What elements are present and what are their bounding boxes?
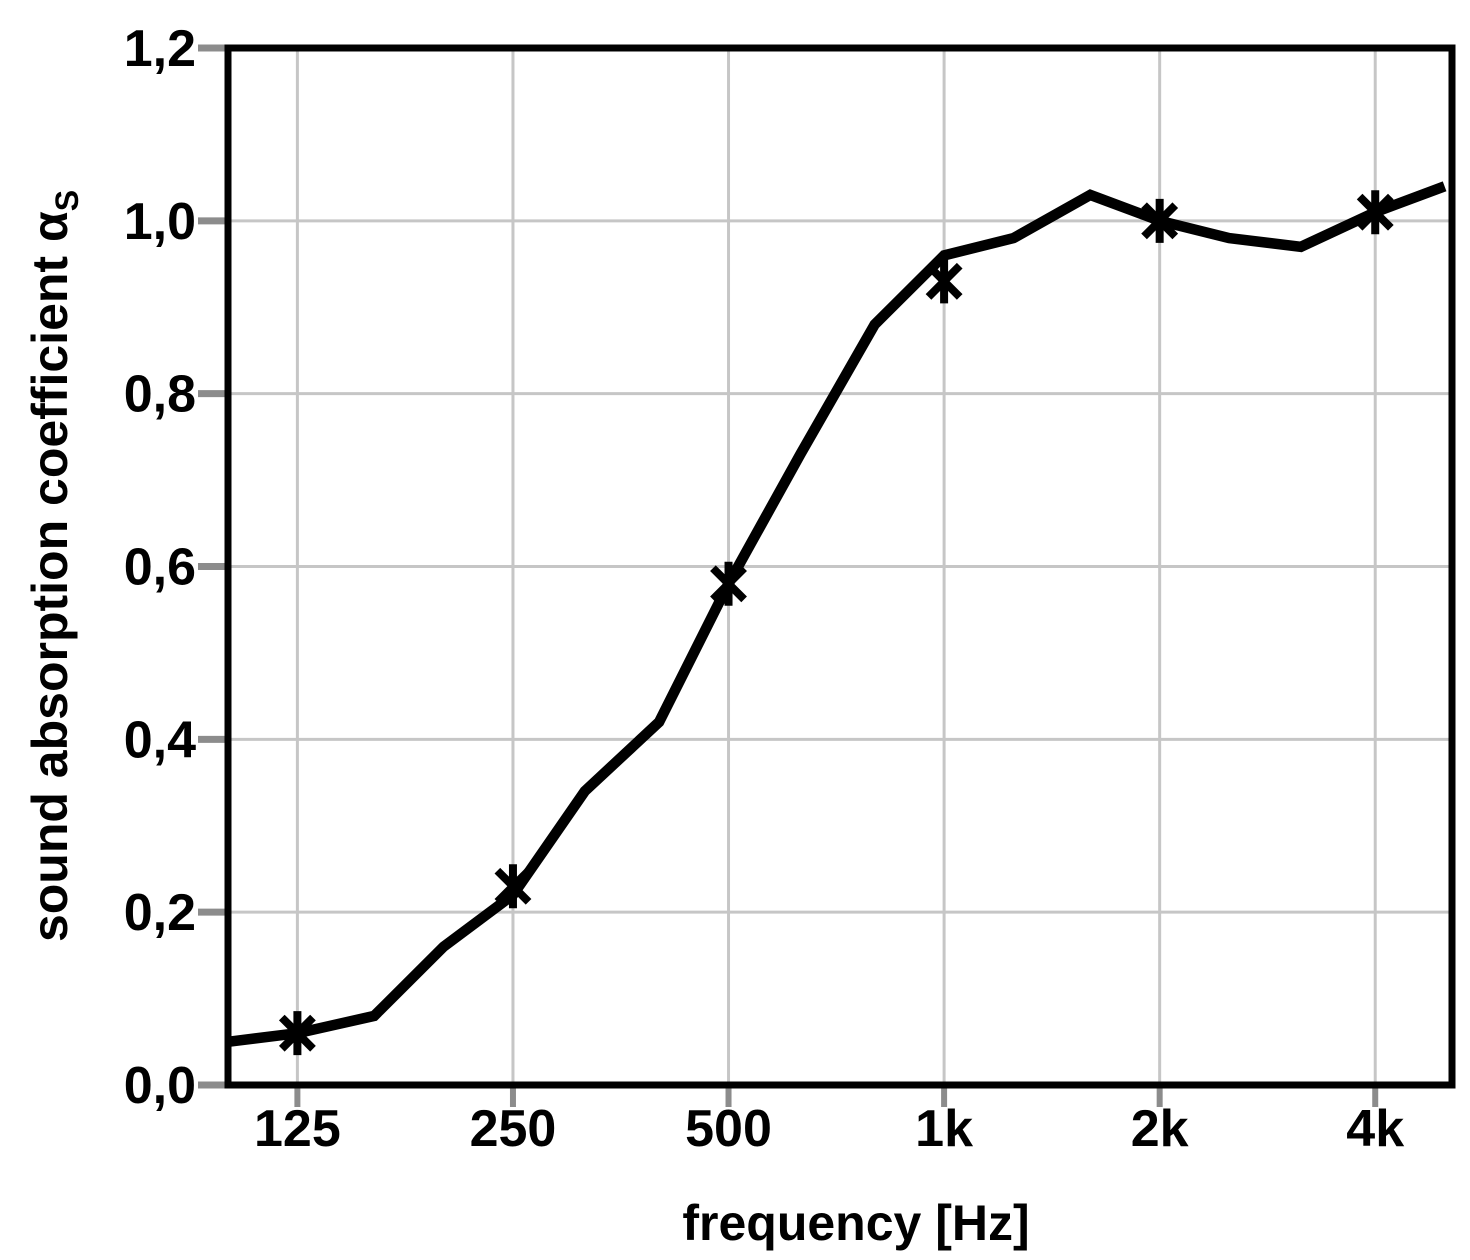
plot-frame bbox=[224, 44, 1456, 1089]
y-axis-title-subscript: S bbox=[49, 189, 85, 212]
y-axis-title-text: sound absorption coefficient α bbox=[22, 211, 78, 943]
marker-asterisk bbox=[278, 1011, 316, 1056]
x-tick-label: 500 bbox=[685, 1100, 772, 1158]
x-axis-title: frequency [Hz] bbox=[682, 1195, 1030, 1251]
y-gridlines bbox=[228, 219, 1452, 914]
marker-asterisk bbox=[925, 259, 963, 304]
y-tick-label: 1,0 bbox=[124, 193, 196, 251]
x-tick-labels: 125 250 500 1k 2k 4k bbox=[254, 1100, 1404, 1158]
y-tick-labels: 0,0 0,2 0,4 0,6 0,8 1,0 1,2 bbox=[124, 20, 196, 1115]
y-tick-label: 0,0 bbox=[124, 1057, 196, 1115]
x-tick-label: 2k bbox=[1131, 1100, 1189, 1158]
y-tick-label: 0,4 bbox=[124, 711, 196, 769]
octave-markers bbox=[278, 190, 1394, 1056]
y-ticks bbox=[198, 44, 228, 1089]
marker-asterisk bbox=[710, 561, 747, 606]
marker-asterisk bbox=[1141, 198, 1179, 243]
x-tick-label: 250 bbox=[470, 1100, 557, 1158]
marker-asterisk bbox=[1356, 190, 1394, 235]
x-ticks bbox=[294, 1085, 1379, 1107]
x-tick-label: 125 bbox=[254, 1100, 341, 1158]
marker-asterisk bbox=[494, 864, 532, 909]
y-axis-title: sound absorption coefficient αS bbox=[22, 190, 85, 943]
y-tick-label: 1,2 bbox=[124, 20, 196, 78]
x-tick-label: 4k bbox=[1346, 1100, 1404, 1158]
y-tick-label: 0,8 bbox=[124, 366, 196, 424]
y-tick-label: 0,6 bbox=[124, 539, 196, 597]
y-tick-label: 0,2 bbox=[124, 884, 196, 942]
x-tick-label: 1k bbox=[915, 1100, 973, 1158]
absorption-curve bbox=[227, 181, 1447, 1048]
